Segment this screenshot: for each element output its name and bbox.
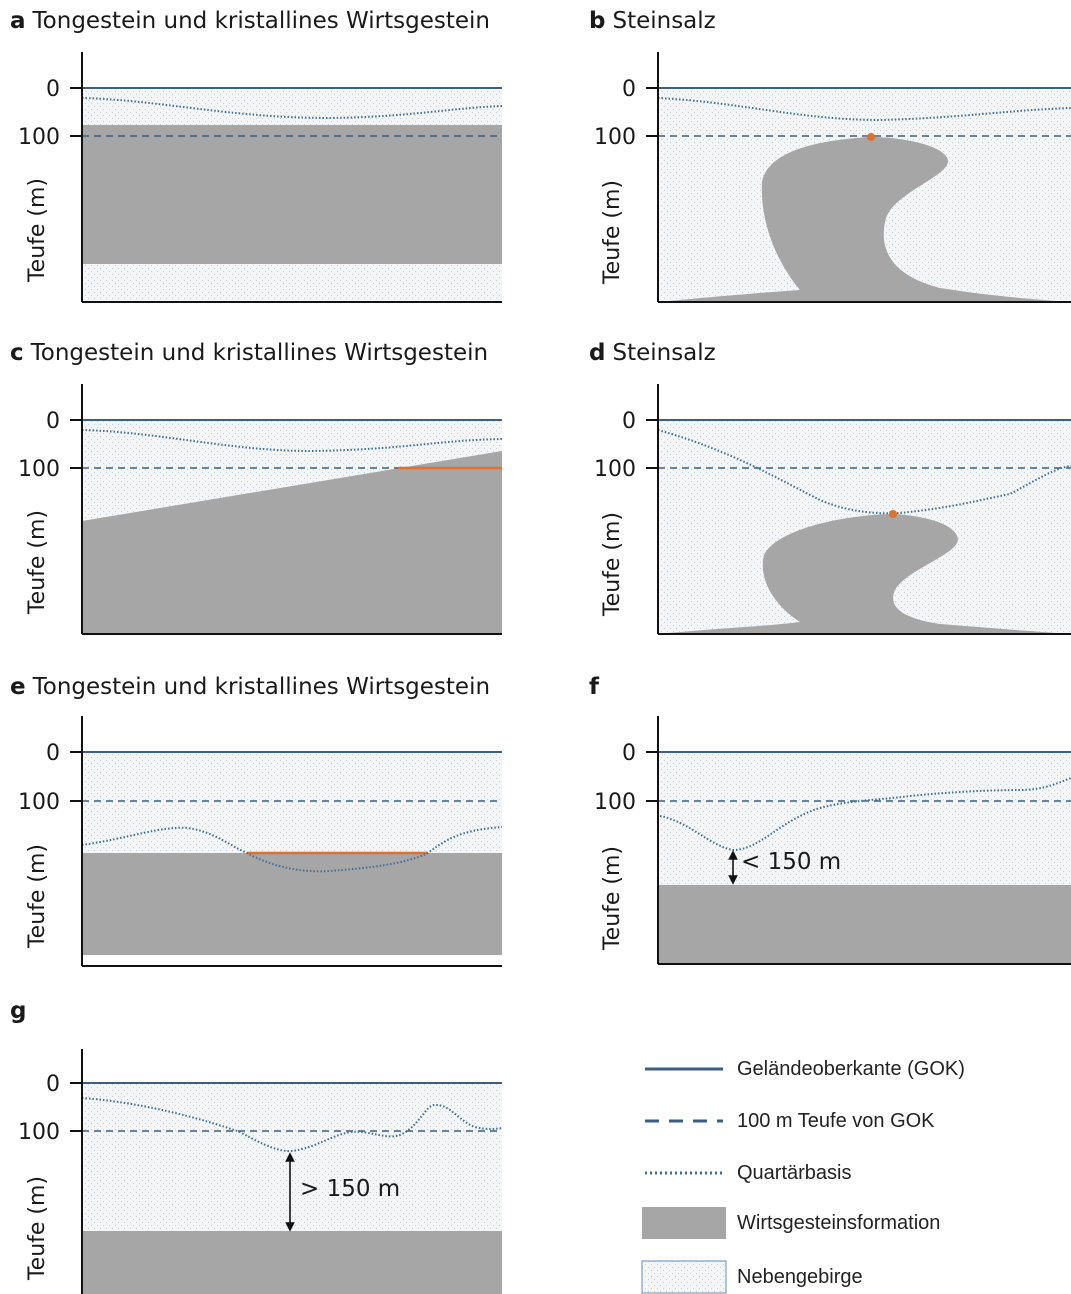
tick-label-100: 100 [594, 790, 636, 815]
host-rock-formation [658, 137, 1071, 302]
tick-label-0: 0 [46, 1072, 60, 1097]
panel-c-diagram: 0 100 Teufe (m) [18, 384, 503, 635]
legend-item-100m: 100 m Teufe von GOK [641, 1104, 1061, 1138]
tick-label-0: 0 [622, 409, 636, 434]
panel-a-diagram: 0 100 Teufe (m) [18, 52, 503, 303]
y-axis-label: Teufe (m) [600, 512, 625, 617]
y-axis-label: Teufe (m) [25, 510, 50, 615]
panel-b-diagram: 0 100 Teufe (m) [594, 52, 1071, 303]
panel-a-letter: a [10, 8, 26, 34]
panel-e-letter: e [10, 674, 26, 700]
host-rock-formation [658, 885, 1071, 964]
panel-d-letter: d [589, 340, 606, 366]
panel-d-title: d Steinsalz [589, 340, 716, 366]
solid-line-icon [645, 1067, 723, 1071]
host-rock-formation [658, 514, 1071, 634]
panel-e-title: e Tongestein und kristallines Wirtsgestei… [10, 674, 490, 700]
lower-band [82, 955, 502, 966]
quartaer-base-line [81, 826, 503, 873]
panel-e-diagram: 0 100 Teufe (m) [18, 716, 503, 967]
distance-annotation: > 150 m [300, 1176, 400, 1202]
y-axis-label: Teufe (m) [600, 180, 625, 285]
legend-label: Geländeoberkante (GOK) [737, 1058, 965, 1080]
panel-c-title-text: Tongestein und kristallines Wirtsgestein [30, 340, 489, 366]
host-rock-formation [82, 1231, 502, 1294]
tick-label-100: 100 [18, 125, 60, 150]
distance-annotation: < 150 m [741, 849, 841, 875]
tick-label-100: 100 [18, 457, 60, 482]
legend: Geländeoberkante (GOK) 100 m Teufe von G… [641, 1040, 1061, 1294]
dashed-line-icon [645, 1119, 723, 1123]
host-rock-formation [82, 853, 502, 955]
tick-label-0: 0 [46, 409, 60, 434]
panel-f-diagram: < 150 m 0 100 Teufe (m) [594, 716, 1071, 965]
dotted-box-icon [641, 1260, 727, 1294]
panel-b-letter: b [589, 8, 606, 34]
panel-g-letter: g [10, 998, 27, 1024]
host-rock-formation [82, 125, 502, 264]
y-axis-label: Teufe (m) [25, 178, 50, 283]
legend-item-host-rock: Wirtsgesteinsformation [641, 1206, 1061, 1240]
quartaer-base-line [657, 97, 1071, 122]
panel-a-title-text: Tongestein und kristallines Wirtsgestein [32, 8, 490, 34]
panel-g-diagram: > 150 m 0 100 Teufe (m) [18, 1049, 503, 1294]
panel-f-title: f [589, 674, 606, 700]
quartaer-base-line [81, 1097, 503, 1153]
quartaer-base-line [81, 97, 503, 120]
legend-label: 100 m Teufe von GOK [737, 1110, 935, 1132]
panel-c-title: c Tongestein und kristallines Wirtsgestei… [10, 340, 488, 366]
legend-item-country-rock: Nebengebirge [641, 1260, 1061, 1294]
dotted-line-icon [645, 1171, 723, 1175]
y-axis-label: Teufe (m) [25, 844, 50, 949]
tick-label-100: 100 [594, 125, 636, 150]
y-axis-label: Teufe (m) [25, 1176, 50, 1281]
contact-point-marker [867, 133, 875, 141]
panel-b-title-text: Steinsalz [612, 8, 716, 34]
panel-e-title-text: Tongestein und kristallines Wirtsgestein [32, 674, 491, 700]
panel-d-diagram: 0 100 Teufe (m) [594, 384, 1071, 635]
tick-label-0: 0 [622, 741, 636, 766]
panel-d-title-text: Steinsalz [612, 340, 716, 366]
tick-label-0: 0 [46, 77, 60, 102]
panel-b-title: b Steinsalz [589, 8, 716, 34]
grey-box-icon [642, 1207, 726, 1239]
tick-label-100: 100 [18, 790, 60, 815]
legend-item-surface: Geländeoberkante (GOK) [641, 1052, 1061, 1086]
legend-item-quartaer: Quartärbasis [641, 1156, 1061, 1190]
legend-label: Wirtsgesteinsformation [737, 1212, 941, 1234]
host-rock-formation [82, 451, 502, 634]
panel-a-title: a Tongestein und kristallines Wirtsgestei… [10, 8, 490, 34]
quartaer-base-line [81, 429, 503, 453]
panel-g-title: g [10, 998, 33, 1024]
y-axis-label: Teufe (m) [600, 846, 625, 951]
tick-label-100: 100 [18, 1120, 60, 1145]
legend-label: Quartärbasis [737, 1162, 852, 1184]
legend-label: Nebengebirge [737, 1266, 863, 1288]
tick-label-0: 0 [46, 741, 60, 766]
tick-label-100: 100 [594, 457, 636, 482]
contact-point-marker [889, 510, 897, 518]
quartaer-base-line [659, 777, 1071, 852]
panel-c-letter: c [10, 340, 24, 366]
panel-f-letter: f [589, 674, 600, 700]
tick-label-0: 0 [622, 77, 636, 102]
